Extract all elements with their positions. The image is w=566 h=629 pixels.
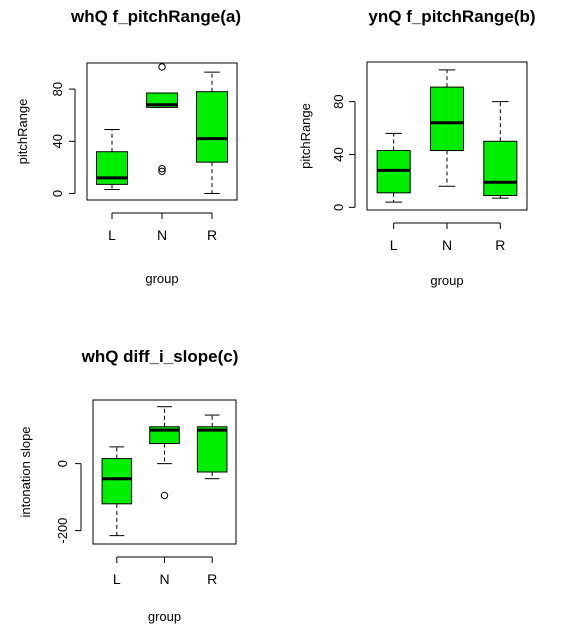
outlier-point: [158, 167, 166, 175]
outlier-point: [158, 63, 166, 71]
box-L: [96, 129, 128, 191]
box-R: [196, 414, 228, 480]
plot-frame: [86, 62, 238, 201]
chart-title: whQ f_pitchRange(a): [70, 7, 241, 26]
outlier-point: [158, 164, 166, 173]
x-axis-label: group: [430, 273, 463, 288]
box-iqr: [429, 86, 465, 152]
box-N: [149, 406, 180, 500]
plot-frame: [92, 399, 237, 545]
y-axis-label: pitchRange: [298, 103, 313, 169]
box-iqr: [196, 426, 228, 473]
x-tick-label: L: [113, 571, 121, 587]
box-iqr: [196, 91, 228, 163]
box-R: [483, 101, 518, 199]
box-L: [376, 132, 411, 203]
box-iqr: [96, 151, 128, 185]
x-tick-label: L: [108, 227, 116, 243]
y-tick-label: 80: [50, 82, 65, 96]
y-tick-label: 0: [50, 190, 65, 197]
y-tick-label: 0: [331, 204, 346, 211]
box-N: [146, 63, 178, 175]
outlier-point: [160, 491, 169, 500]
chart-title: ynQ f_pitchRange(b): [368, 7, 535, 26]
x-tick-label: R: [207, 571, 217, 587]
x-tick-label: R: [495, 237, 505, 253]
box-L: [101, 446, 133, 537]
x-tick-label: N: [159, 571, 169, 587]
box-R: [196, 71, 228, 194]
chart-panel-2: whQ diff_i_slope(c) -200 0 intonation slope…: [18, 347, 238, 624]
y-tick-label: 40: [331, 147, 346, 161]
box-iqr: [483, 140, 518, 196]
y-tick-label: -200: [55, 518, 70, 544]
y-axis-label: pitchRange: [15, 99, 30, 165]
x-tick-label: N: [442, 237, 452, 253]
x-tick-label: N: [157, 227, 167, 243]
y-tick-label: 40: [50, 134, 65, 148]
chart-title: whQ diff_i_slope(c): [81, 347, 239, 366]
chart-panel-0: whQ f_pitchRange(a) 0 40 80 pitchRange L N Rgro…: [15, 7, 241, 286]
y-tick-label: 80: [331, 94, 346, 108]
x-axis-label: group: [148, 609, 181, 624]
chart-panel-1: ynQ f_pitchRange(b) 0 40 80 pitchRange L N Rgro…: [298, 7, 536, 288]
y-tick-label: 0: [55, 460, 70, 467]
x-tick-label: R: [207, 227, 217, 243]
plot-frame: [366, 61, 528, 211]
x-tick-label: L: [390, 237, 398, 253]
box-iqr: [101, 458, 133, 505]
x-axis-label: group: [145, 271, 178, 286]
box-N: [429, 69, 465, 187]
y-axis-label: intonation slope: [18, 426, 33, 517]
